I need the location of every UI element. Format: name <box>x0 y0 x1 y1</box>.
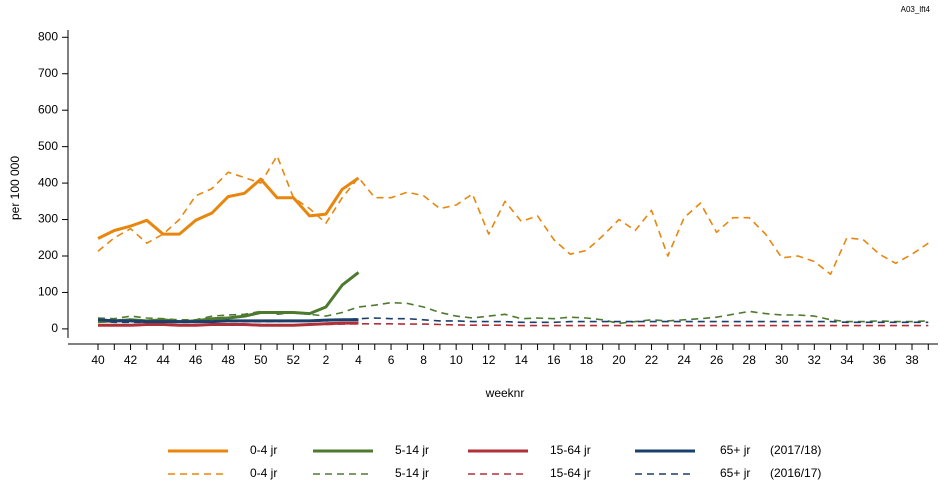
x-tick-label: 46 <box>189 353 203 367</box>
y-tick-label: 800 <box>38 29 58 43</box>
legend-note: (2017/18) <box>770 443 821 457</box>
legend-note: (2016/17) <box>770 466 821 480</box>
x-tick-label: 42 <box>124 353 138 367</box>
x-tick-label: 12 <box>482 353 496 367</box>
legend-label: 15-64 jr <box>550 466 591 480</box>
legend-label: 0-4 jr <box>250 443 277 457</box>
x-tick-label: 50 <box>254 353 268 367</box>
legend-label: 65+ jr <box>720 466 750 480</box>
legend-label: 65+ jr <box>720 443 750 457</box>
x-tick-label: 24 <box>677 353 691 367</box>
x-tick-label: 36 <box>873 353 887 367</box>
x-tick-label: 48 <box>222 353 236 367</box>
x-tick-label: 26 <box>710 353 724 367</box>
x-tick-label: 40 <box>91 353 105 367</box>
series-line <box>97 318 359 324</box>
series-line <box>97 176 360 240</box>
x-axis-label: weeknr <box>485 386 525 400</box>
x-tick-label: 52 <box>287 353 301 367</box>
x-tick-label: 14 <box>515 353 529 367</box>
x-tick-label: 10 <box>449 353 463 367</box>
x-tick-label: 20 <box>612 353 626 367</box>
y-tick-label: 500 <box>38 139 58 153</box>
x-tick-label: 4 <box>355 353 362 367</box>
legend-label: 0-4 jr <box>250 466 277 480</box>
x-tick-label: 38 <box>905 353 919 367</box>
y-tick-label: 600 <box>38 102 58 116</box>
series-line <box>97 271 360 324</box>
y-tick-label: 200 <box>38 248 58 262</box>
series-line <box>97 301 929 325</box>
x-tick-label: 30 <box>775 353 789 367</box>
y-tick-label: 0 <box>51 321 58 335</box>
x-tick-label: 28 <box>743 353 757 367</box>
x-tick-label: 18 <box>580 353 594 367</box>
y-tick-label: 400 <box>38 175 58 189</box>
legend-label: 15-64 jr <box>550 443 591 457</box>
x-tick-label: 44 <box>156 353 170 367</box>
x-tick-label: 8 <box>420 353 427 367</box>
series-line <box>97 155 929 275</box>
y-tick-label: 300 <box>38 212 58 226</box>
x-tick-label: 22 <box>645 353 659 367</box>
x-tick-label: 2 <box>323 353 330 367</box>
x-tick-label: 6 <box>388 353 395 367</box>
annotation: A03_lft4 <box>901 5 931 14</box>
x-tick-label: 16 <box>547 353 561 367</box>
legend-label: 5-14 jr <box>395 466 429 480</box>
legend-label: 5-14 jr <box>395 443 429 457</box>
y-tick-label: 100 <box>38 285 58 299</box>
y-axis-label: per 100 000 <box>8 156 22 220</box>
series-line <box>98 321 359 327</box>
x-tick-label: 34 <box>840 353 854 367</box>
x-tick-label: 32 <box>808 353 822 367</box>
y-tick-label: 700 <box>38 66 58 80</box>
